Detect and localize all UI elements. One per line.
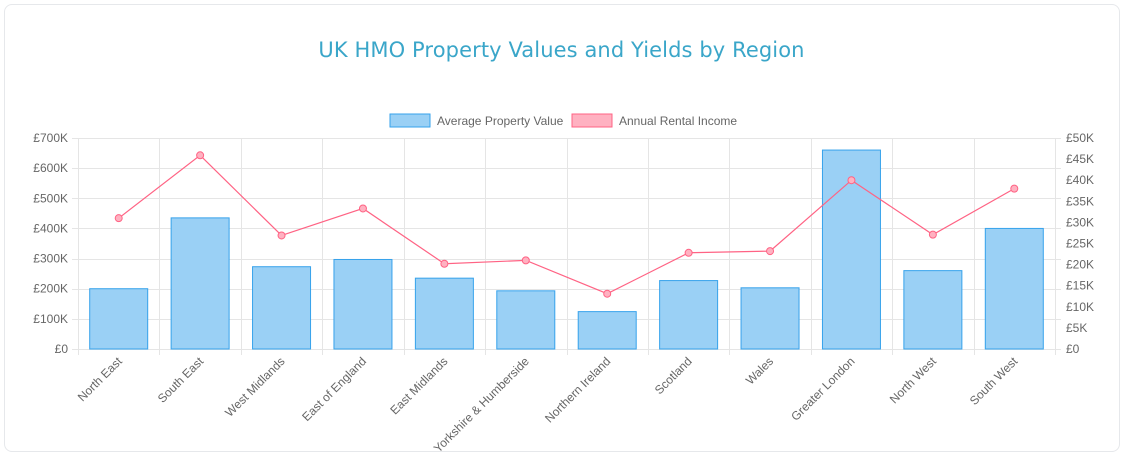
- line-point: [1010, 184, 1019, 193]
- left-tick-label: £200K: [33, 282, 68, 296]
- right-tick-label: £10K: [1066, 300, 1094, 314]
- legend[interactable]: Average Property Value Annual Rental Inco…: [389, 113, 737, 128]
- x-tick-label: North West: [887, 354, 940, 407]
- bar: [740, 287, 800, 350]
- bar: [252, 266, 312, 350]
- legend-item[interactable]: Annual Rental Income: [571, 113, 737, 128]
- right-tick-label: £30K: [1066, 215, 1094, 229]
- line-point: [766, 247, 775, 256]
- x-axis: North East South East West Midlands East of…: [75, 354, 1021, 456]
- bar: [984, 227, 1044, 350]
- right-tick-label: £5K: [1066, 321, 1087, 335]
- grid-lines: [72, 138, 1061, 355]
- line-point: [358, 204, 367, 213]
- x-tick-label: Northern Ireland: [542, 354, 613, 425]
- legend-item[interactable]: Average Property Value: [389, 113, 564, 128]
- bar: [89, 288, 149, 350]
- bar: [414, 277, 474, 350]
- right-axis: £0 £5K £10K £15K £20K £25K £30K £35K £40K £45K £50…: [1066, 131, 1094, 356]
- x-tick-label: East Midlands: [387, 354, 450, 417]
- line-point: [603, 289, 612, 298]
- bar: [496, 290, 556, 350]
- left-tick-label: £700K: [33, 131, 68, 145]
- left-tick-label: £600K: [33, 161, 68, 175]
- legend-label: Average Property Value: [437, 114, 564, 128]
- right-tick-label: £50K: [1066, 131, 1094, 145]
- legend-swatch: [571, 113, 613, 128]
- right-tick-label: £20K: [1066, 258, 1094, 272]
- right-tick-label: £25K: [1066, 237, 1094, 251]
- x-tick-label: Scotland: [652, 354, 695, 397]
- left-axis: £0 £100K £200K £300K £400K £500K £600K £700K: [33, 131, 68, 356]
- x-tick-label: South West: [967, 354, 1021, 408]
- left-tick-label: £500K: [33, 191, 68, 205]
- bar-series: [89, 149, 1044, 350]
- x-tick-label: Wales: [743, 354, 776, 387]
- bar: [903, 270, 963, 350]
- line-point: [114, 214, 123, 223]
- line-point: [847, 176, 856, 185]
- line-point: [277, 231, 286, 240]
- line-point: [196, 151, 205, 160]
- x-tick-label: West Midlands: [222, 354, 287, 419]
- legend-label: Annual Rental Income: [619, 114, 737, 128]
- right-tick-label: £15K: [1066, 279, 1094, 293]
- x-tick-label: East of England: [299, 354, 369, 424]
- line-point: [440, 259, 449, 268]
- legend-swatch: [389, 113, 431, 128]
- line-series: [114, 151, 1019, 298]
- x-tick-label: Greater London: [788, 354, 857, 423]
- bar: [577, 311, 637, 350]
- right-tick-label: £35K: [1066, 194, 1094, 208]
- left-tick-label: £400K: [33, 221, 68, 235]
- chart-title: UK HMO Property Values and Yields by Reg…: [318, 38, 805, 62]
- left-tick-label: £0: [55, 342, 69, 356]
- bar: [333, 258, 393, 350]
- line-point: [684, 248, 693, 257]
- bar: [659, 280, 719, 350]
- x-tick-label: North East: [75, 354, 125, 404]
- left-tick-label: £300K: [33, 252, 68, 266]
- right-tick-label: £40K: [1066, 173, 1094, 187]
- right-tick-label: £45K: [1066, 152, 1094, 166]
- bar: [170, 217, 230, 350]
- x-tick-label: South East: [155, 354, 207, 406]
- right-tick-label: £0: [1066, 342, 1080, 356]
- left-tick-label: £100K: [33, 312, 68, 326]
- line-path: [118, 154, 1015, 295]
- line-point: [521, 256, 530, 265]
- line-point: [928, 230, 937, 239]
- x-tick-label: Yorkshire & Humberside: [431, 354, 532, 455]
